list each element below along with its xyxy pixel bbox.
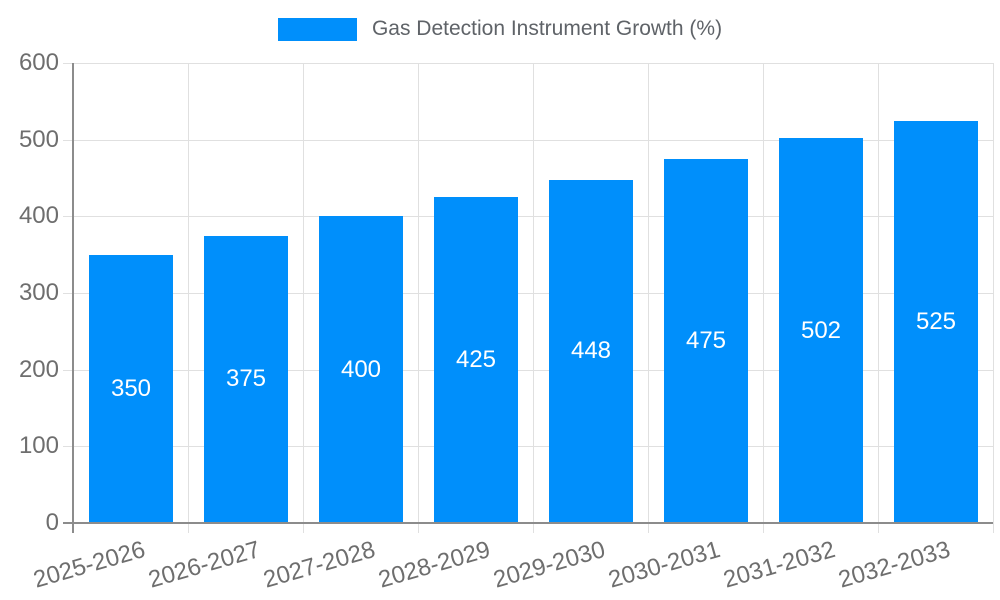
x-axis-tick-label: 2026-2027 (145, 536, 263, 594)
bar-value-label: 400 (340, 356, 382, 383)
x-axis-tick-label: 2027-2028 (260, 536, 378, 594)
y-axis-tick-label: 600 (18, 49, 59, 76)
y-axis-tick-label: 500 (18, 126, 59, 153)
bar (89, 255, 173, 523)
bar-value-label: 475 (685, 327, 727, 354)
x-gridline (878, 63, 879, 533)
x-axis-tick-label: 2025-2026 (30, 536, 148, 594)
bar (319, 216, 403, 523)
y-axis-tick-label: 0 (45, 509, 59, 536)
bar (894, 121, 978, 524)
x-gridline (648, 63, 649, 533)
legend-label: Gas Detection Instrument Growth (%) (371, 17, 723, 40)
chart-legend: Gas Detection Instrument Growth (%) (0, 17, 1000, 41)
bar (434, 197, 518, 523)
bar-value-label: 350 (110, 375, 152, 402)
y-axis-tick-label: 100 (18, 432, 59, 459)
y-gridline (63, 140, 993, 141)
x-gridline (303, 63, 304, 533)
y-axis-tick-label: 400 (18, 202, 59, 229)
bar-value-label: 375 (225, 365, 267, 392)
y-axis-tick-label: 300 (18, 279, 59, 306)
x-axis-tick-label: 2032-2033 (835, 536, 953, 594)
x-gridline (188, 63, 189, 533)
x-axis-tick-label: 2030-2031 (605, 536, 723, 594)
bar-value-label: 502 (800, 317, 842, 344)
y-gridline (63, 446, 993, 447)
x-axis-tick-label: 2028-2029 (375, 536, 493, 594)
y-gridline (63, 216, 993, 217)
y-axis-line (72, 63, 74, 533)
bar (779, 138, 863, 523)
x-gridline (993, 63, 994, 533)
y-gridline (63, 63, 993, 64)
bar (664, 159, 748, 523)
bar-value-label: 425 (455, 346, 497, 373)
x-axis-tick-label: 2031-2032 (720, 536, 838, 594)
y-gridline (63, 370, 993, 371)
x-gridline (533, 63, 534, 533)
bar-value-label: 525 (915, 308, 957, 335)
bar (549, 180, 633, 523)
legend-swatch-icon (277, 17, 357, 41)
y-gridline (63, 293, 993, 294)
legend-item[interactable]: Gas Detection Instrument Growth (%) (277, 17, 723, 41)
bar-value-label: 448 (570, 337, 612, 364)
bar (204, 236, 288, 524)
x-gridline (418, 63, 419, 533)
x-axis-line (63, 522, 993, 524)
y-axis-tick-label: 200 (18, 356, 59, 383)
x-gridline (763, 63, 764, 533)
x-axis-tick-label: 2029-2030 (490, 536, 608, 594)
